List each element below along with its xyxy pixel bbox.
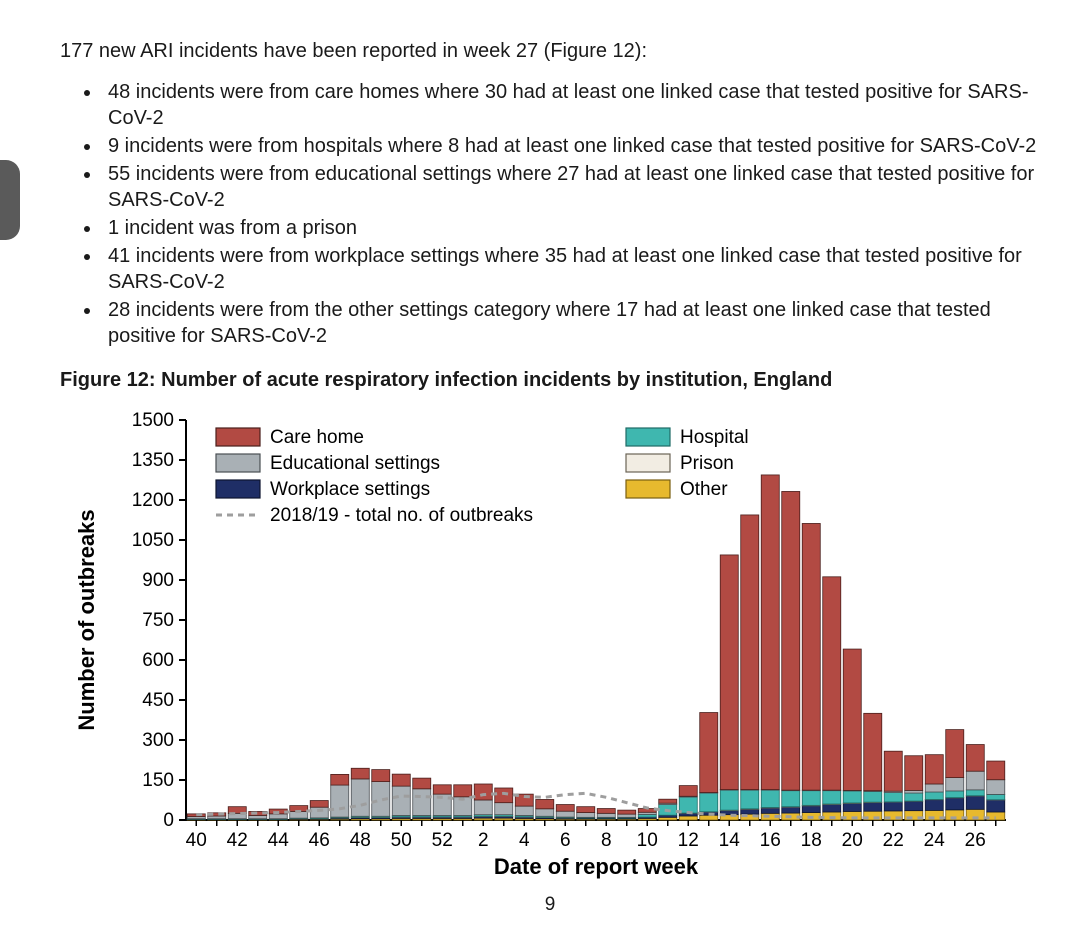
svg-text:8: 8 — [601, 830, 612, 851]
svg-text:Number of outbreaks: Number of outbreaks — [74, 509, 99, 730]
svg-text:0: 0 — [163, 810, 174, 831]
stacked-bar-chart: 0150300450600750900105012001350150040424… — [66, 410, 1026, 890]
list-item: 28 incidents were from the other setting… — [102, 297, 1040, 349]
svg-text:300: 300 — [142, 730, 174, 751]
svg-text:44: 44 — [268, 830, 290, 851]
chart-area: 0150300450600750900105012001350150040424… — [66, 410, 1026, 890]
svg-text:40: 40 — [186, 830, 207, 851]
svg-text:12: 12 — [678, 830, 699, 851]
svg-text:900: 900 — [142, 570, 174, 591]
svg-text:10: 10 — [637, 830, 658, 851]
svg-text:1200: 1200 — [132, 490, 174, 511]
page-number: 9 — [60, 894, 1040, 916]
list-item: 48 incidents were from care homes where … — [102, 79, 1040, 131]
svg-text:Prison: Prison — [680, 453, 734, 474]
list-item: 55 incidents were from educational setti… — [102, 161, 1040, 213]
svg-text:Other: Other — [680, 479, 728, 500]
svg-text:22: 22 — [883, 830, 904, 851]
svg-text:6: 6 — [560, 830, 571, 851]
svg-text:14: 14 — [719, 830, 741, 851]
list-item: 41 incidents were from workplace setting… — [102, 243, 1040, 295]
svg-text:18: 18 — [801, 830, 822, 851]
svg-text:48: 48 — [350, 830, 371, 851]
svg-text:Care home: Care home — [270, 427, 364, 448]
intro-text: 177 new ARI incidents have been reported… — [60, 38, 1040, 65]
svg-text:26: 26 — [965, 830, 986, 851]
svg-text:1350: 1350 — [132, 450, 174, 471]
svg-text:46: 46 — [309, 830, 330, 851]
bullet-list: 48 incidents were from care homes where … — [60, 79, 1040, 349]
svg-text:600: 600 — [142, 650, 174, 671]
svg-text:150: 150 — [142, 770, 174, 791]
svg-text:24: 24 — [924, 830, 946, 851]
svg-text:2: 2 — [478, 830, 489, 851]
svg-text:Date of report week: Date of report week — [494, 854, 699, 879]
list-item: 1 incident was from a prison — [102, 215, 1040, 241]
svg-text:20: 20 — [842, 830, 863, 851]
list-item: 9 incidents were from hospitals where 8 … — [102, 133, 1040, 159]
svg-text:4: 4 — [519, 830, 530, 851]
svg-text:50: 50 — [391, 830, 412, 851]
svg-text:Workplace settings: Workplace settings — [270, 479, 430, 500]
svg-text:42: 42 — [227, 830, 248, 851]
svg-text:16: 16 — [760, 830, 781, 851]
svg-text:750: 750 — [142, 610, 174, 631]
svg-text:1050: 1050 — [132, 530, 174, 551]
svg-text:Educational settings: Educational settings — [270, 453, 440, 474]
svg-text:1500: 1500 — [132, 410, 174, 431]
side-tab-handle[interactable] — [0, 160, 20, 240]
figure-caption: Figure 12: Number of acute respiratory i… — [60, 369, 1040, 392]
svg-text:52: 52 — [432, 830, 453, 851]
svg-text:2018/19 - total no. of outbrea: 2018/19 - total no. of outbreaks — [270, 505, 533, 526]
svg-text:Hospital: Hospital — [680, 427, 749, 448]
svg-text:450: 450 — [142, 690, 174, 711]
document-page: 177 new ARI incidents have been reported… — [0, 0, 1080, 952]
